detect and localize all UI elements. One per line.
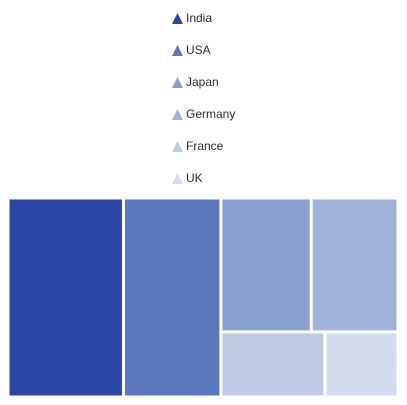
legend-label: Japan: [186, 75, 219, 89]
legend-triangle-icon: [172, 45, 183, 56]
legend-triangle-icon: [172, 109, 183, 120]
legend-label: India: [186, 11, 213, 25]
treemap-tile-germany[interactable]: [312, 199, 397, 331]
legend-triangle-icon: [172, 13, 183, 24]
legend-label: France: [186, 139, 224, 153]
legend-label: Germany: [186, 107, 236, 121]
legend-item-india[interactable]: India: [172, 10, 312, 42]
treemap-tile-france[interactable]: [222, 333, 324, 396]
legend-item-germany[interactable]: Germany: [172, 106, 312, 138]
legend-triangle-icon: [172, 173, 183, 184]
legend-item-uk[interactable]: UK: [172, 170, 312, 202]
legend-item-france[interactable]: France: [172, 138, 312, 170]
legend-item-japan[interactable]: Japan: [172, 74, 312, 106]
chart-legend: India USA Japan Germany France UK: [172, 10, 312, 202]
legend-triangle-icon: [172, 141, 183, 152]
legend-triangle-icon: [172, 77, 183, 88]
treemap-tile-japan[interactable]: [222, 199, 310, 331]
treemap-tile-india[interactable]: [9, 199, 123, 396]
legend-item-usa[interactable]: USA: [172, 42, 312, 74]
legend-label: USA: [186, 43, 211, 57]
treemap-tile-usa[interactable]: [125, 199, 220, 396]
legend-label: UK: [186, 171, 203, 185]
treemap-tile-uk[interactable]: [326, 333, 397, 396]
